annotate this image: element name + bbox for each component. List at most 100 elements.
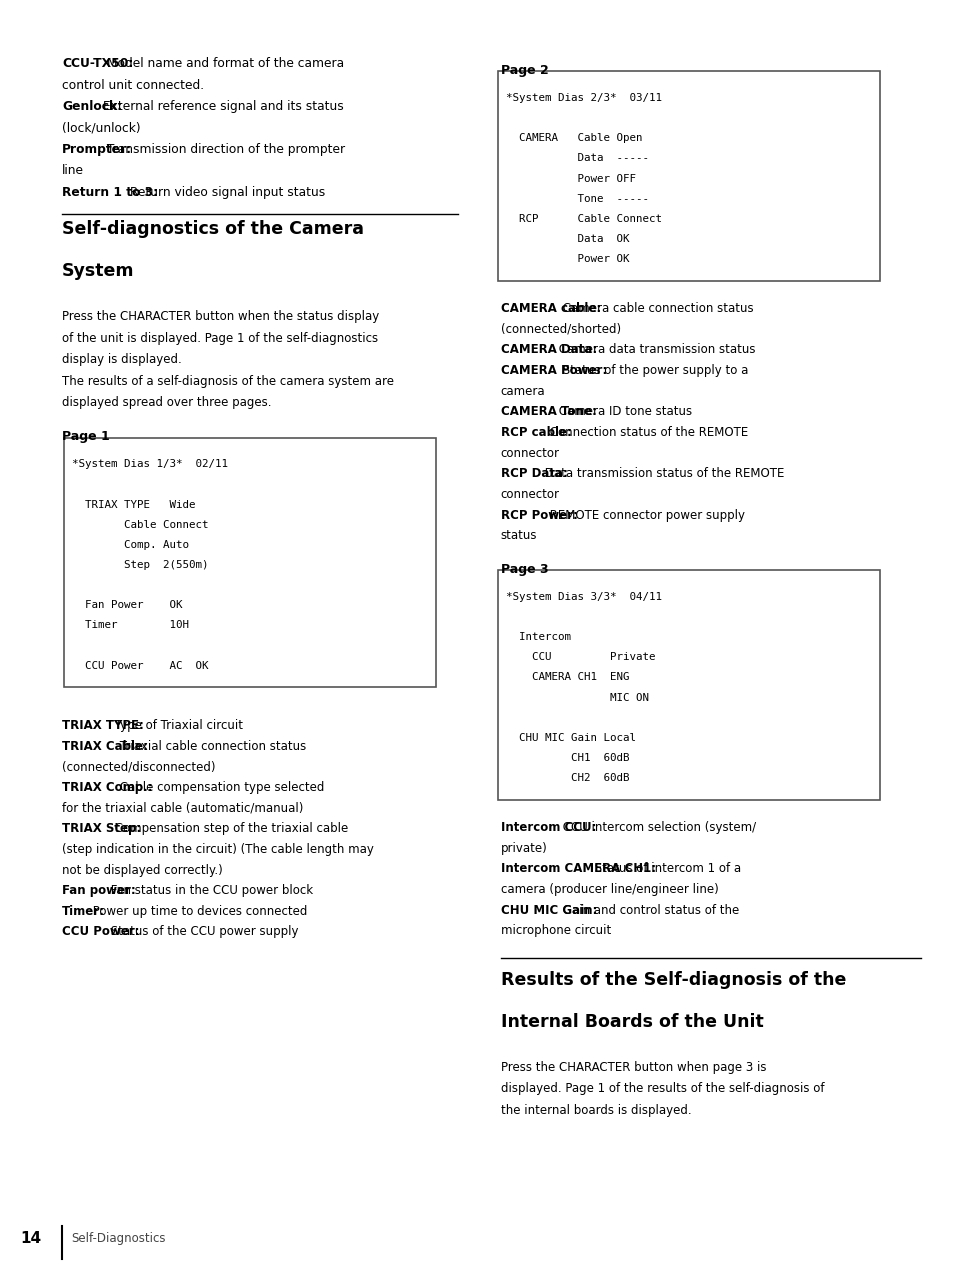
Text: Fan power:: Fan power: [62, 884, 135, 897]
Text: CAMERA Data:: CAMERA Data: [500, 344, 597, 357]
Text: connector: connector [500, 447, 559, 460]
Text: Model name and format of the camera: Model name and format of the camera [103, 57, 344, 70]
Text: Data transmission status of the REMOTE: Data transmission status of the REMOTE [540, 468, 783, 480]
Text: not be displayed correctly.): not be displayed correctly.) [62, 864, 223, 877]
Text: Status of the power supply to a: Status of the power supply to a [558, 364, 748, 377]
Text: CCU Power    AC  OK: CCU Power AC OK [71, 661, 208, 670]
Text: CAMERA Tone:: CAMERA Tone: [500, 405, 596, 418]
FancyBboxPatch shape [64, 438, 436, 687]
Text: CCU intercom selection (system/: CCU intercom selection (system/ [558, 822, 756, 834]
Text: Fan Power    OK: Fan Power OK [71, 600, 182, 610]
Text: Return 1 to 3:: Return 1 to 3: [62, 186, 158, 199]
Text: Power OK: Power OK [505, 254, 628, 264]
Text: CHU MIC Gain:: CHU MIC Gain: [500, 903, 597, 917]
Text: Data  -----: Data ----- [505, 153, 648, 163]
Text: REMOTE connector power supply: REMOTE connector power supply [545, 508, 744, 521]
Text: Timer        10H: Timer 10H [71, 620, 189, 631]
Text: CH1  60dB: CH1 60dB [505, 753, 628, 763]
Text: RCP Data:: RCP Data: [500, 468, 567, 480]
Text: Compensation step of the triaxial cable: Compensation step of the triaxial cable [112, 822, 348, 836]
Text: *System Dias 2/3*  03/11: *System Dias 2/3* 03/11 [505, 93, 661, 103]
Text: *System Dias 1/3*  02/11: *System Dias 1/3* 02/11 [71, 460, 228, 469]
Text: (connected/shorted): (connected/shorted) [500, 322, 620, 336]
Text: camera: camera [500, 385, 545, 397]
Text: Cable compensation type selected: Cable compensation type selected [115, 781, 324, 794]
Text: microphone circuit: microphone circuit [500, 925, 611, 938]
Text: Cable Connect: Cable Connect [71, 520, 208, 530]
Text: RCP cable:: RCP cable: [500, 426, 571, 440]
Text: Status of the CCU power supply: Status of the CCU power supply [107, 925, 298, 939]
Text: control unit connected.: control unit connected. [62, 79, 204, 92]
Text: private): private) [500, 842, 547, 855]
Text: Camera cable connection status: Camera cable connection status [558, 302, 753, 315]
Text: The results of a self-diagnosis of the camera system are: The results of a self-diagnosis of the c… [62, 375, 394, 387]
Text: Status of intercom 1 of a: Status of intercom 1 of a [590, 862, 740, 875]
Text: Step  2(550m): Step 2(550m) [71, 561, 208, 569]
Text: Comp. Auto: Comp. Auto [71, 540, 189, 550]
Text: Results of the Self-diagnosis of the: Results of the Self-diagnosis of the [500, 971, 845, 989]
Text: line: line [62, 164, 84, 177]
Text: for the triaxial cable (automatic/manual): for the triaxial cable (automatic/manual… [62, 801, 303, 814]
Text: status: status [500, 529, 537, 543]
Text: RCP Power:: RCP Power: [500, 508, 578, 521]
Text: CAMERA cable:: CAMERA cable: [500, 302, 600, 315]
Text: CAMERA Power:: CAMERA Power: [500, 364, 606, 377]
Text: Data  OK: Data OK [505, 234, 628, 243]
Text: CH2  60dB: CH2 60dB [505, 773, 628, 784]
Text: the internal boards is displayed.: the internal boards is displayed. [500, 1103, 691, 1117]
Text: Power up time to devices connected: Power up time to devices connected [89, 905, 307, 917]
Text: CCU         Private: CCU Private [505, 652, 655, 662]
Text: TRIAX TYPE   Wide: TRIAX TYPE Wide [71, 499, 194, 510]
Text: CAMERA   Cable Open: CAMERA Cable Open [505, 134, 641, 143]
Text: (connected/disconnected): (connected/disconnected) [62, 761, 215, 773]
Text: MIC ON: MIC ON [505, 693, 648, 702]
Text: connector: connector [500, 488, 559, 501]
Text: Page 3: Page 3 [500, 563, 548, 576]
Text: (step indication in the circuit) (The cable length may: (step indication in the circuit) (The ca… [62, 843, 374, 856]
Text: CHU MIC Gain Local: CHU MIC Gain Local [505, 733, 635, 743]
Text: TRIAX Comp.:: TRIAX Comp.: [62, 781, 152, 794]
Text: TRIAX Step:: TRIAX Step: [62, 822, 141, 836]
Text: Tone  -----: Tone ----- [505, 194, 648, 204]
Text: Press the CHARACTER button when the status display: Press the CHARACTER button when the stat… [62, 311, 379, 324]
Text: CCU-TX50:: CCU-TX50: [62, 57, 133, 70]
Text: Self-Diagnostics: Self-Diagnostics [71, 1232, 166, 1245]
Text: Page 2: Page 2 [500, 64, 548, 76]
Text: Prompter:: Prompter: [62, 143, 132, 155]
Text: Press the CHARACTER button when page 3 is: Press the CHARACTER button when page 3 i… [500, 1061, 765, 1074]
Text: Timer:: Timer: [62, 905, 105, 917]
FancyBboxPatch shape [497, 71, 879, 280]
Text: camera (producer line/engineer line): camera (producer line/engineer line) [500, 883, 718, 896]
Text: Camera ID tone status: Camera ID tone status [554, 405, 691, 418]
Text: displayed spread over three pages.: displayed spread over three pages. [62, 396, 272, 409]
Text: External reference signal and its status: External reference signal and its status [98, 101, 343, 113]
Text: Type of Triaxial circuit: Type of Triaxial circuit [112, 719, 243, 733]
Text: Intercom CAMERA CH1:: Intercom CAMERA CH1: [500, 862, 656, 875]
Text: Camera data transmission status: Camera data transmission status [554, 344, 755, 357]
Text: Gain and control status of the: Gain and control status of the [558, 903, 739, 917]
Text: Self-diagnostics of the Camera: Self-diagnostics of the Camera [62, 220, 364, 238]
Text: 14: 14 [20, 1231, 41, 1246]
Text: Triaxial cable connection status: Triaxial cable connection status [115, 740, 306, 753]
Text: Page 1: Page 1 [62, 431, 110, 443]
Text: Genlock:: Genlock: [62, 101, 122, 113]
Text: TRIAX TYPE:: TRIAX TYPE: [62, 719, 144, 733]
Text: Connection status of the REMOTE: Connection status of the REMOTE [545, 426, 747, 440]
Text: CCU Power:: CCU Power: [62, 925, 139, 939]
Text: Fan status in the CCU power block: Fan status in the CCU power block [107, 884, 313, 897]
Text: Intercom CCU:: Intercom CCU: [500, 822, 596, 834]
Text: Power OFF: Power OFF [505, 173, 635, 183]
Text: Transmission direction of the prompter: Transmission direction of the prompter [103, 143, 345, 155]
Text: of the unit is displayed. Page 1 of the self-diagnostics: of the unit is displayed. Page 1 of the … [62, 331, 377, 345]
Text: Return video signal input status: Return video signal input status [126, 186, 325, 199]
Text: TRIAX Cable:: TRIAX Cable: [62, 740, 148, 753]
Text: Intercom: Intercom [505, 632, 570, 642]
Text: CAMERA CH1  ENG: CAMERA CH1 ENG [505, 673, 628, 683]
Text: RCP      Cable Connect: RCP Cable Connect [505, 214, 661, 224]
Text: displayed. Page 1 of the results of the self-diagnosis of: displayed. Page 1 of the results of the … [500, 1083, 823, 1096]
Text: display is displayed.: display is displayed. [62, 353, 182, 366]
FancyBboxPatch shape [497, 571, 879, 800]
Text: System: System [62, 262, 134, 280]
Text: (lock/unlock): (lock/unlock) [62, 121, 140, 135]
Text: *System Dias 3/3*  04/11: *System Dias 3/3* 04/11 [505, 592, 661, 601]
